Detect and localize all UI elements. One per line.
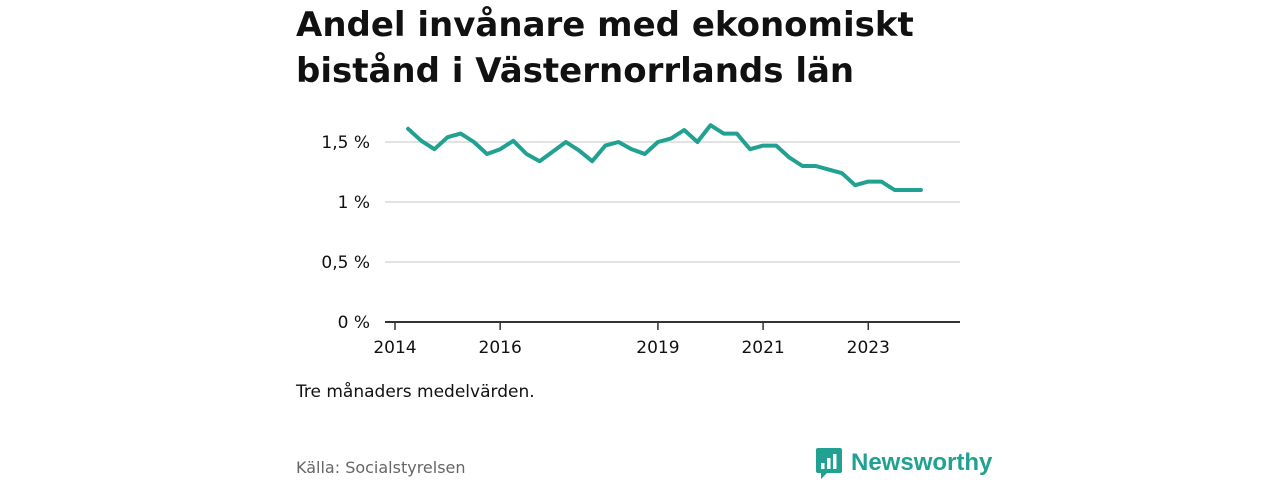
data-point — [551, 150, 555, 154]
data-point — [498, 147, 502, 151]
data-point — [814, 164, 818, 168]
data-point — [419, 139, 423, 143]
y-tick-label: 0,5 % — [321, 253, 370, 273]
data-points — [406, 123, 923, 192]
data-point — [906, 188, 910, 192]
data-point — [879, 180, 883, 184]
data-point — [432, 147, 436, 151]
x-axis-ticks: 2014 2016 2019 2021 2023 — [373, 322, 890, 358]
data-point — [643, 152, 647, 156]
data-point — [590, 159, 594, 163]
data-point — [630, 147, 634, 151]
data-point — [459, 132, 463, 136]
data-point — [774, 144, 778, 148]
data-point — [893, 188, 897, 192]
data-point — [446, 135, 450, 139]
data-point — [840, 171, 844, 175]
x-tick-label: 2014 — [373, 338, 416, 358]
data-point — [603, 144, 607, 148]
data-point — [722, 132, 726, 136]
data-point — [472, 140, 476, 144]
data-point — [695, 140, 699, 144]
x-tick-label: 2019 — [636, 338, 679, 358]
x-tick-label: 2016 — [479, 338, 522, 358]
data-point — [801, 164, 805, 168]
data-point — [709, 123, 713, 127]
data-point — [511, 139, 515, 143]
data-point — [616, 140, 620, 144]
y-tick-label: 1,5 % — [321, 133, 370, 153]
data-point — [787, 156, 791, 160]
y-tick-label: 1 % — [338, 193, 370, 213]
data-point — [524, 152, 528, 156]
newsworthy-logo-icon — [816, 448, 842, 479]
data-point — [735, 132, 739, 136]
x-tick-label: 2021 — [741, 338, 784, 358]
data-point — [577, 148, 581, 152]
data-point — [669, 136, 673, 140]
data-point — [853, 183, 857, 187]
data-point — [866, 180, 870, 184]
x-tick-label: 2023 — [847, 338, 890, 358]
y-tick-label: 0 % — [338, 313, 370, 333]
data-point — [682, 128, 686, 132]
data-point — [761, 144, 765, 148]
data-point — [485, 152, 489, 156]
newsworthy-logo: Newsworthy — [815, 446, 992, 480]
y-axis-ticks: 0 % 0,5 % 1 % 1,5 % — [321, 133, 370, 333]
data-point — [656, 140, 660, 144]
data-point — [748, 147, 752, 151]
series-line — [406, 123, 923, 192]
chart-title: Andel invånare med ekonomiskt bistånd i … — [296, 5, 914, 91]
data-point — [564, 140, 568, 144]
data-point — [538, 159, 542, 163]
data-point — [406, 127, 410, 131]
source-text: Källa: Socialstyrelsen — [296, 458, 466, 477]
data-point — [919, 188, 923, 192]
data-point — [827, 168, 831, 172]
chart-note: Tre månaders medelvärden. — [296, 382, 535, 402]
grid-lines — [385, 141, 960, 263]
brand-name: Newsworthy — [851, 449, 993, 476]
